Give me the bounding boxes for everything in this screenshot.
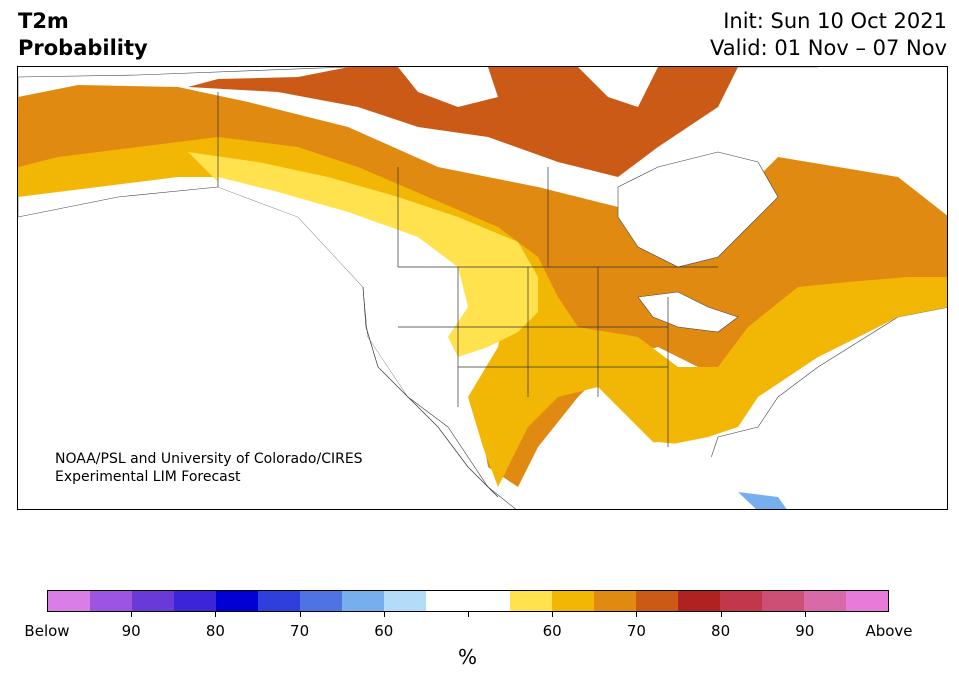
title-line-2: Probability (18, 36, 148, 60)
colorbar-tick (552, 612, 554, 617)
state-borders (217, 92, 718, 447)
colorbar-tick (636, 612, 638, 617)
colorbar-segment (762, 591, 804, 611)
colorbar-segment (426, 591, 468, 611)
prob-band-75 (188, 67, 738, 177)
probability-map (18, 67, 947, 509)
credit-line-2: Experimental LIM Forecast (55, 469, 241, 485)
colorbar-segment (48, 591, 90, 611)
forecast-dates: Init: Sun 10 Oct 2021 Valid: 01 Nov – 07… (710, 8, 947, 62)
colorbar-label: 60 (374, 622, 394, 640)
colorbar-segment (468, 591, 510, 611)
colorbar-segment (258, 591, 300, 611)
colorbar-segment (300, 591, 342, 611)
hudson-bay (617, 151, 779, 268)
colorbar-segment (132, 591, 174, 611)
colorbar-labels: Below 90 80 70 60 60 70 80 90 Above (0, 622, 959, 642)
arctic-islands (398, 67, 947, 137)
colorbar-segment (384, 591, 426, 611)
prob-band-55 (188, 152, 538, 357)
valid-range: Valid: 01 Nov – 07 Nov (710, 36, 947, 60)
prob-band-65 (18, 137, 947, 487)
map-title: T2m Probability (18, 8, 148, 62)
colorbar-tick (804, 612, 806, 617)
colorbar-label: 80 (711, 622, 731, 640)
colorbar-tick (720, 612, 722, 617)
colorbar-segment (846, 591, 888, 611)
colorbar-label: 70 (626, 622, 646, 640)
colorbar-tick (383, 612, 385, 617)
colorbar-label: 90 (795, 622, 815, 640)
coastline-west (362, 286, 499, 498)
colorbar-segment (174, 591, 216, 611)
colorbar-label: 90 (121, 622, 141, 640)
colorbar-tick (468, 612, 469, 617)
colorbar-segment (594, 591, 636, 611)
colorbar-label: Below (24, 622, 70, 640)
colorbar-tick (215, 612, 217, 617)
credit-line-1: NOAA/PSL and University of Colorado/CIRE… (55, 451, 363, 467)
title-line-1: T2m (18, 9, 69, 33)
colorbar-tick (299, 612, 301, 617)
colorbar-segment (804, 591, 846, 611)
colorbar-segment (720, 591, 762, 611)
colorbar-label: 60 (542, 622, 562, 640)
colorbar-label: 80 (205, 622, 225, 640)
colorbar-segment (90, 591, 132, 611)
init-date: Init: Sun 10 Oct 2021 (723, 9, 947, 33)
caribbean-islands (738, 492, 787, 509)
colorbar-label: Above (865, 622, 913, 640)
credit-text: NOAA/PSL and University of Colorado/CIRE… (55, 450, 363, 486)
neutral-region (218, 177, 473, 412)
colorbar (47, 590, 889, 612)
colorbar-ticks (0, 612, 959, 618)
colorbar-segment (510, 591, 552, 611)
colorbar-label: 70 (290, 622, 310, 640)
colorbar-segment (216, 591, 258, 611)
colorbar-segment (636, 591, 678, 611)
map-panel (17, 66, 948, 510)
great-lakes (637, 291, 739, 333)
colorbar-unit: % (458, 645, 478, 669)
colorbar-segment (342, 591, 384, 611)
gulf-of-mexico (573, 442, 718, 509)
colorbar-segment (552, 591, 594, 611)
colorbar-segment (678, 591, 720, 611)
colorbar-tick (131, 612, 133, 617)
